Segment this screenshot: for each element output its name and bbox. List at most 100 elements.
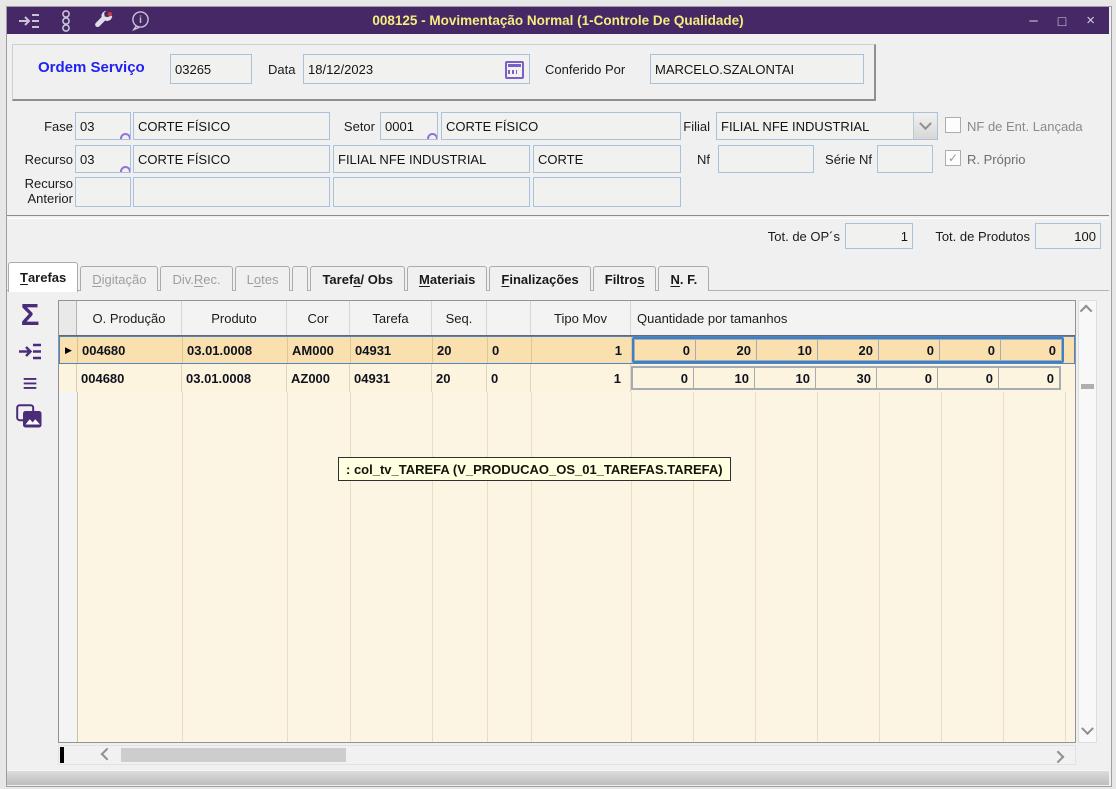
cell-tarefa[interactable]: 04931	[351, 337, 433, 363]
cell-cor[interactable]: AM000	[288, 337, 351, 363]
lookup-icon[interactable]	[120, 133, 130, 139]
calendar-icon[interactable]	[505, 61, 524, 79]
minimize-button[interactable]: –	[1029, 12, 1038, 29]
text-caret	[60, 747, 64, 763]
qty-cell[interactable]: 10	[756, 339, 818, 361]
row-selector-cell[interactable]: ▶	[60, 337, 78, 363]
grid-row[interactable]: 004680 03.01.0008 AZ000 04931 20 0 1 0 10 10 30 0 0 0	[59, 364, 1075, 392]
section-divider	[7, 215, 1109, 219]
vertical-scroll-thumb[interactable]	[1081, 384, 1094, 389]
serie-nf-input[interactable]	[877, 145, 933, 173]
titlebar[interactable]: i 008125 - Movimentação Normal (1-Contro…	[7, 7, 1109, 34]
grid-header-quantidade-por-tamanhos: Quantidade por tamanhos	[637, 310, 788, 326]
tot-produtos-label: Tot. de Produtos	[935, 229, 1030, 244]
dropdown-button[interactable]	[913, 113, 937, 139]
recurso-code-input[interactable]: 03	[75, 145, 131, 173]
scroll-right-button[interactable]	[1049, 748, 1069, 763]
nf-label: Nf	[697, 152, 710, 167]
qty-cell[interactable]: 10	[754, 367, 816, 389]
cell-o-producao[interactable]: 004680	[77, 364, 182, 392]
wrench-icon[interactable]	[91, 10, 115, 32]
qty-cell[interactable]: 30	[815, 367, 877, 389]
sum-icon[interactable]: Σ	[20, 297, 40, 332]
r-proprio-checkbox[interactable]: ✓	[945, 150, 961, 166]
cell-seq[interactable]: 20	[433, 337, 488, 363]
close-button[interactable]: ×	[1086, 12, 1095, 29]
qty-cell[interactable]: 0	[1000, 339, 1062, 361]
filial-label: Filial	[683, 119, 710, 134]
image-icon[interactable]	[14, 402, 44, 430]
grid-column-line	[817, 392, 818, 742]
grid-row[interactable]: ▶ 004680 03.01.0008 AM000 04931 20 0 1 0 20 10 20 0 0…	[59, 336, 1075, 364]
cell-o-producao[interactable]: 004680	[78, 337, 183, 363]
qty-cell[interactable]: 0	[634, 339, 696, 361]
cell-tipo-mov[interactable]: 1	[531, 364, 631, 392]
ordem-servico-input[interactable]: 03265	[170, 54, 252, 84]
qty-cell[interactable]: 0	[876, 367, 938, 389]
maximize-button[interactable]: □	[1057, 12, 1067, 29]
cell-produto[interactable]: 03.01.0008	[182, 364, 287, 392]
tab-n-f[interactable]: N. F.	[658, 266, 710, 291]
conferido-input[interactable]: MARCELO.SZALONTAI	[650, 54, 864, 84]
cell-cor[interactable]: AZ000	[287, 364, 350, 392]
qty-cell[interactable]: 10	[693, 367, 755, 389]
scroll-left-button[interactable]	[95, 747, 115, 762]
qty-cell[interactable]: 0	[878, 339, 940, 361]
qty-cell[interactable]: 0	[939, 339, 1001, 361]
horizontal-scroll-thumb[interactable]	[121, 748, 346, 762]
nf-ent-checkbox[interactable]	[945, 117, 961, 133]
cell-seq[interactable]: 20	[432, 364, 487, 392]
qty-cell[interactable]: 0	[937, 367, 999, 389]
grid-header-tipo-mov: Tipo Mov	[531, 301, 631, 335]
cell-tarefa[interactable]: 04931	[350, 364, 432, 392]
setor-desc-field: CORTE FÍSICO	[441, 112, 681, 140]
fase-code-value: 03	[80, 118, 95, 134]
cell-flag[interactable]: 0	[488, 337, 532, 363]
lookup-icon[interactable]	[427, 133, 437, 139]
tot-produtos-value: 100	[1035, 223, 1101, 249]
data-input[interactable]: 18/12/2023	[303, 54, 530, 84]
qty-cell[interactable]: 0	[998, 367, 1060, 389]
recurso-tipo-field: CORTE	[533, 145, 681, 173]
cell-tipo-mov[interactable]: 1	[532, 337, 632, 363]
list-icon[interactable]: ≡	[22, 367, 38, 398]
row-selector-cell[interactable]	[59, 364, 77, 392]
setor-code-input[interactable]: 0001	[380, 112, 438, 140]
tab-filtros[interactable]: Filtro s	[592, 266, 657, 291]
scroll-down-button[interactable]	[1079, 722, 1096, 736]
nf-input[interactable]	[718, 145, 814, 173]
qty-cell[interactable]: 20	[817, 339, 879, 361]
filial-dropdown[interactable]: FILIAL NFE INDUSTRIAL	[716, 112, 938, 140]
grid-header-flag	[487, 301, 531, 335]
qty-cell[interactable]: 0	[632, 367, 694, 389]
insert-record-icon[interactable]	[17, 10, 41, 32]
scroll-up-button[interactable]	[1079, 304, 1096, 318]
chevron-up-icon	[1079, 304, 1093, 318]
insert-record-icon[interactable]	[16, 340, 44, 362]
chain-icon[interactable]	[54, 9, 78, 32]
fase-code-input[interactable]: 03	[75, 112, 131, 140]
tarefas-grid[interactable]: O. Produção Produto Cor Tarefa Seq. Tipo Mov Q…	[58, 300, 1076, 743]
horizontal-scrollbar[interactable]	[58, 745, 1076, 765]
tab-tarefa-obs[interactable]: Taref a / Obs	[310, 266, 406, 291]
recurso-anterior-desc-field	[133, 177, 330, 207]
qty-cell[interactable]: 20	[695, 339, 757, 361]
lookup-icon[interactable]	[120, 166, 130, 172]
tab-label: M	[419, 271, 430, 287]
info-icon[interactable]: i	[128, 10, 152, 32]
tab-label: D	[92, 271, 102, 287]
r-proprio-label: R. Próprio	[967, 152, 1026, 167]
recurso-anterior-code-field	[75, 177, 131, 207]
cell-flag[interactable]: 0	[487, 364, 531, 392]
cell-produto[interactable]: 03.01.0008	[183, 337, 288, 363]
grid-header-tarefa: Tarefa	[350, 301, 432, 335]
tab-label: T	[20, 270, 28, 285]
recurso-anterior-tipo-field	[533, 177, 681, 207]
chevron-down-icon	[919, 116, 932, 130]
tab-label: R	[193, 271, 204, 287]
vertical-scrollbar[interactable]	[1078, 300, 1097, 743]
